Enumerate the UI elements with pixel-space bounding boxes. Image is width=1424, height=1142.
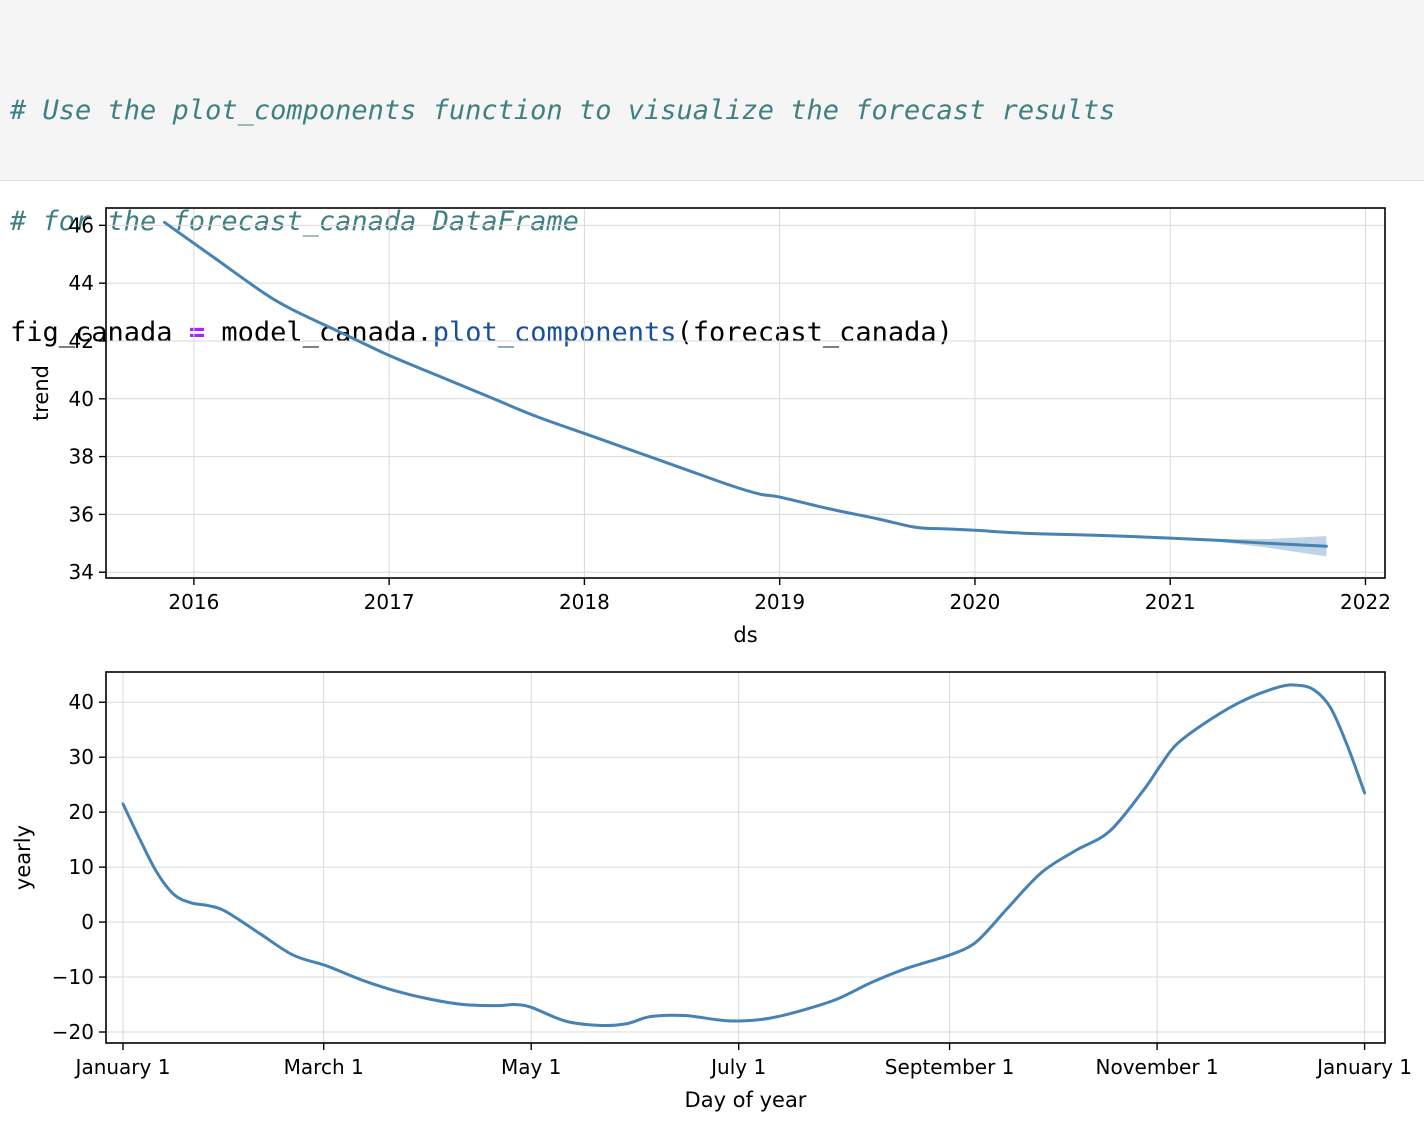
y-tick-label: 10 [69,855,94,879]
code-line-1: # Use the plot_components function to vi… [10,92,1424,129]
series-line [163,220,1328,548]
x-tick-label: May 1 [501,1055,561,1079]
x-tick-label: November 1 [1096,1055,1219,1079]
yearly-plot: January 1 March 1 May 1 July 1 September 1 No… [11,671,1412,1112]
x-tick-label: 2019 [754,590,805,614]
y-tick-label: 36 [69,502,94,526]
code-comment-1: # Use the plot_components function to vi… [10,95,1116,126]
x-tick-label: January 1 [74,1055,171,1079]
x-tick-label: January 1 [1315,1055,1412,1079]
y-axis-label: yearly [11,825,35,890]
code-arguments: (forecast_canada) [676,317,953,348]
code-operator: = [188,317,206,348]
uncertainty-band [164,222,1327,557]
x-tick-label: July 1 [709,1055,766,1079]
y-tick-label: 38 [69,445,94,469]
y-tick-label: 42 [69,329,94,353]
x-tick-label: September 1 [885,1055,1015,1079]
code-line-2: # for the forecast_canada DataFrame [10,203,1424,240]
y-tick-label: −10 [52,965,94,989]
code-cell[interactable]: # Use the plot_components function to vi… [0,0,1424,348]
x-tick-label: March 1 [284,1055,364,1079]
x-tick-label: 2022 [1340,590,1391,614]
y-axis-label: trend [29,365,53,421]
x-tick-label: 2017 [364,590,415,614]
x-tick-label: 2021 [1145,590,1196,614]
x-axis-label: Day of year [685,1088,807,1112]
plot-frame [105,671,1386,1044]
x-axis-label: ds [733,623,757,647]
y-tick-label: 34 [69,560,94,584]
code-function: plot_components [432,317,677,348]
code-line-3: fig_canada = model_canada.plot_component… [10,314,1424,351]
code-variable: fig_canada [10,317,173,348]
series-line [121,683,1367,1028]
y-tick-label: 40 [69,690,94,714]
plot-frame [105,207,1386,579]
x-tick-label: 2020 [949,590,1000,614]
x-tick-label: 2016 [168,590,219,614]
y-tick-label: 20 [69,800,94,824]
y-tick-label: 40 [69,387,94,411]
y-tick-label: −20 [52,1020,94,1044]
x-tick-label: 2018 [559,590,610,614]
y-tick-label: 30 [69,745,94,769]
code-comment-2: # for the forecast_canada DataFrame [10,206,579,237]
trend-plot: 2016 2017 2018 2019 2020 2021 2022 34 36 38 40 42 44… [29,207,1391,647]
y-tick-label: 0 [81,910,94,934]
code-object: model_canada. [221,317,433,348]
y-tick-label: 46 [69,213,94,237]
y-tick-label: 44 [69,271,94,295]
